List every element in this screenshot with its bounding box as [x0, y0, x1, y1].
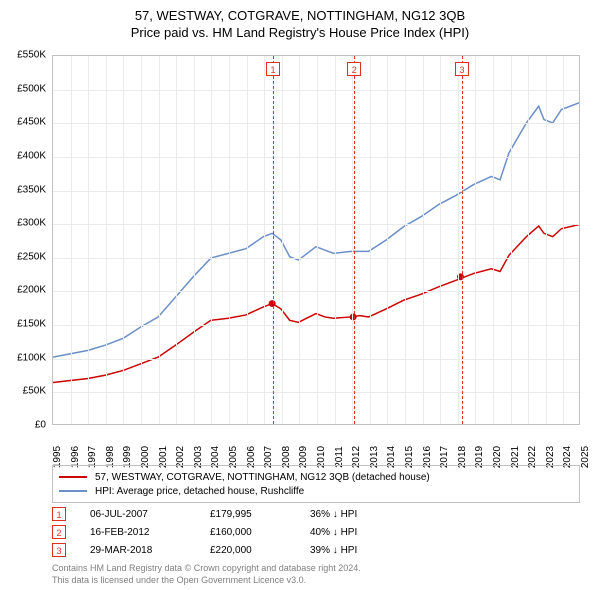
grid-line-v: [106, 56, 107, 424]
legend-box: 57, WESTWAY, COTGRAVE, NOTTINGHAM, NG12 …: [52, 465, 580, 503]
transaction-price: £160,000: [210, 527, 310, 538]
transaction-row: 1 06-JUL-2007£179,99536% ↓ HPI: [52, 505, 410, 523]
transaction-date: 16-FEB-2012: [90, 527, 210, 538]
y-tick-label: £400K: [17, 150, 46, 161]
grid-line-v: [264, 56, 265, 424]
transaction-price: £220,000: [210, 545, 310, 556]
y-tick-label: £50K: [23, 386, 46, 397]
grid-line-v: [229, 56, 230, 424]
legend-swatch-hpi: [59, 490, 87, 492]
transaction-marker-line: [273, 56, 274, 424]
footer-line2: This data is licensed under the Open Gov…: [52, 574, 361, 586]
grid-line-v: [141, 56, 142, 424]
grid-line-v: [528, 56, 529, 424]
grid-line-h: [53, 325, 579, 326]
grid-line-v: [423, 56, 424, 424]
grid-line-h: [53, 157, 579, 158]
grid-line-h: [53, 258, 579, 259]
grid-line-h: [53, 123, 579, 124]
grid-line-v: [71, 56, 72, 424]
legend-row-hpi: HPI: Average price, detached house, Rush…: [59, 484, 573, 498]
grid-line-v: [563, 56, 564, 424]
grid-line-v: [159, 56, 160, 424]
transaction-marker-line: [462, 56, 463, 424]
grid-line-v: [387, 56, 388, 424]
transaction-diff: 40% ↓ HPI: [310, 527, 410, 538]
grid-line-v: [546, 56, 547, 424]
series-hpi: [53, 103, 579, 357]
footer-line1: Contains HM Land Registry data © Crown c…: [52, 562, 361, 574]
transaction-diff: 39% ↓ HPI: [310, 545, 410, 556]
chart-container: 57, WESTWAY, COTGRAVE, NOTTINGHAM, NG12 …: [0, 0, 600, 590]
transaction-list: 1 06-JUL-2007£179,99536% ↓ HPI 2 16-FEB-201…: [52, 505, 410, 559]
transaction-marker-box: 1: [266, 62, 280, 76]
title-block: 57, WESTWAY, COTGRAVE, NOTTINGHAM, NG12 …: [0, 0, 600, 42]
y-tick-label: £0: [35, 420, 46, 431]
grid-line-v: [335, 56, 336, 424]
grid-line-v: [440, 56, 441, 424]
transaction-date: 06-JUL-2007: [90, 509, 210, 520]
transaction-marker-box: 3: [455, 62, 469, 76]
transaction-date: 29-MAR-2018: [90, 545, 210, 556]
y-tick-label: £200K: [17, 285, 46, 296]
y-tick-label: £550K: [17, 50, 46, 61]
grid-line-v: [405, 56, 406, 424]
y-tick-label: £450K: [17, 117, 46, 128]
grid-line-v: [511, 56, 512, 424]
y-tick-label: £300K: [17, 218, 46, 229]
y-tick-label: £350K: [17, 184, 46, 195]
grid-line-v: [176, 56, 177, 424]
grid-line-h: [53, 392, 579, 393]
grid-line-v: [211, 56, 212, 424]
grid-line-h: [53, 291, 579, 292]
transaction-row-marker: 1: [52, 507, 66, 521]
y-tick-label: £100K: [17, 352, 46, 363]
transaction-row: 2 16-FEB-2012£160,00040% ↓ HPI: [52, 523, 410, 541]
title-line1: 57, WESTWAY, COTGRAVE, NOTTINGHAM, NG12 …: [0, 8, 600, 23]
transaction-price: £179,995: [210, 509, 310, 520]
grid-line-v: [247, 56, 248, 424]
x-tick-label: 2025: [580, 446, 591, 468]
legend-row-property: 57, WESTWAY, COTGRAVE, NOTTINGHAM, NG12 …: [59, 470, 573, 484]
chart-svg: [53, 56, 579, 424]
grid-line-h: [53, 90, 579, 91]
y-tick-label: £250K: [17, 251, 46, 262]
transaction-marker-line: [354, 56, 355, 424]
y-tick-label: £150K: [17, 319, 46, 330]
transaction-row-marker: 3: [52, 543, 66, 557]
grid-line-v: [194, 56, 195, 424]
grid-line-h: [53, 191, 579, 192]
grid-line-h: [53, 224, 579, 225]
grid-line-v: [88, 56, 89, 424]
grid-line-v: [493, 56, 494, 424]
grid-line-v: [123, 56, 124, 424]
y-axis-labels: £0£50K£100K£150K£200K£250K£300K£350K£400…: [0, 55, 50, 425]
transaction-row: 3 29-MAR-2018£220,00039% ↓ HPI: [52, 541, 410, 559]
legend-label-property: 57, WESTWAY, COTGRAVE, NOTTINGHAM, NG12 …: [95, 472, 430, 483]
grid-line-v: [282, 56, 283, 424]
x-axis-labels: 1995199619971998199920002001200220032004…: [52, 427, 580, 467]
grid-line-v: [475, 56, 476, 424]
grid-line-v: [317, 56, 318, 424]
legend-label-hpi: HPI: Average price, detached house, Rush…: [95, 486, 304, 497]
grid-line-h: [53, 359, 579, 360]
title-line2: Price paid vs. HM Land Registry's House …: [0, 25, 600, 40]
grid-line-v: [370, 56, 371, 424]
legend-swatch-property: [59, 476, 87, 478]
footer-attribution: Contains HM Land Registry data © Crown c…: [52, 562, 361, 586]
transaction-row-marker: 2: [52, 525, 66, 539]
chart-plot-area: 1 2 3: [52, 55, 580, 425]
grid-line-v: [458, 56, 459, 424]
grid-line-v: [352, 56, 353, 424]
transaction-diff: 36% ↓ HPI: [310, 509, 410, 520]
y-tick-label: £500K: [17, 83, 46, 94]
transaction-marker-box: 2: [347, 62, 361, 76]
grid-line-v: [299, 56, 300, 424]
